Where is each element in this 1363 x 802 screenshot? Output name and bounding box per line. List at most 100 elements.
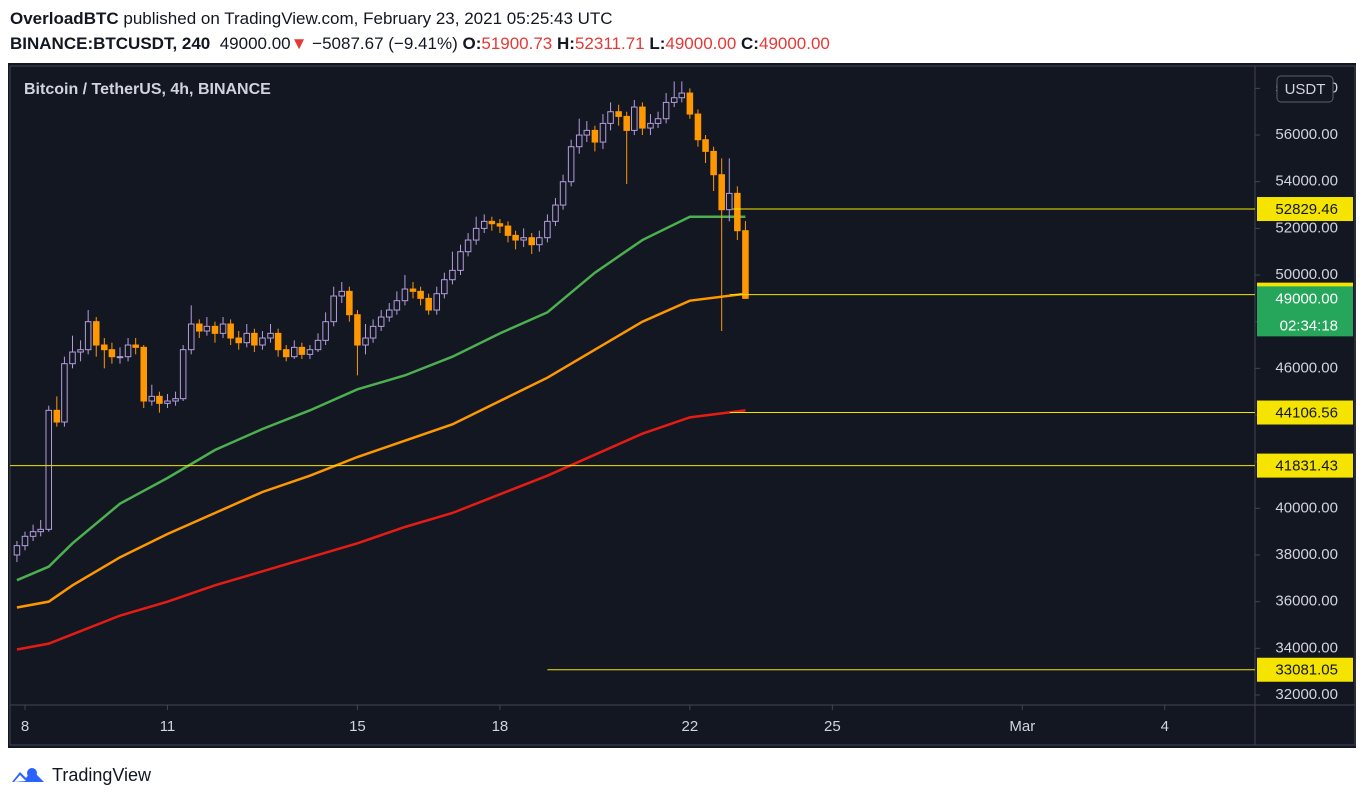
candle-body xyxy=(607,111,614,124)
level-label: 44106.56 xyxy=(1275,404,1338,421)
candle-body xyxy=(441,279,448,295)
candle-body xyxy=(61,363,68,423)
level-label: 33081.05 xyxy=(1275,662,1338,679)
candle-body xyxy=(472,227,480,241)
candle-body xyxy=(354,314,361,346)
candle-body xyxy=(196,323,203,332)
candle-body xyxy=(377,316,385,327)
moving-average xyxy=(16,215,746,582)
header: OverloadBTC published on TradingView.com… xyxy=(10,6,830,56)
candle-body xyxy=(291,346,298,358)
candle-body xyxy=(211,325,219,334)
candle-body xyxy=(734,192,741,232)
candle-body xyxy=(694,113,702,141)
candle-body xyxy=(488,220,496,225)
candle-body xyxy=(536,237,543,246)
candle-body xyxy=(662,101,670,120)
plot xyxy=(10,81,1255,671)
o: 51900.73 xyxy=(481,34,553,53)
x-tick-label: 11 xyxy=(160,718,176,735)
candle-body xyxy=(84,321,92,351)
candle-body xyxy=(108,349,116,358)
chart-title: Bitcoin / TetherUS, 4h, BINANCE xyxy=(24,81,271,98)
candle-body xyxy=(504,225,512,236)
y-tick-label: 46000.00 xyxy=(1275,359,1338,376)
moving-average xyxy=(16,409,746,651)
candle-body xyxy=(132,344,139,348)
publish-line: OverloadBTC published on TradingView.com… xyxy=(10,6,830,31)
candle-body xyxy=(686,92,694,115)
brand: TradingView xyxy=(52,764,152,785)
candle-body xyxy=(480,220,488,229)
candle-body xyxy=(148,395,156,402)
countdown: 02:34:18 xyxy=(1280,317,1338,334)
y-tick-label: 52000.00 xyxy=(1275,219,1338,236)
y-tick-label: 56000.00 xyxy=(1275,126,1338,143)
candle-body xyxy=(69,351,76,365)
change: −5087.67 (−9.41%) xyxy=(312,34,458,53)
candle-body xyxy=(670,97,678,103)
axes: 32000.00 34000.00 36000.00 38000.00 40000.00… xyxy=(21,75,1353,735)
candle-body xyxy=(654,118,662,124)
o-label: O: xyxy=(462,34,482,53)
candle-body xyxy=(259,337,266,346)
moving-average xyxy=(16,292,746,609)
level-label-box xyxy=(1257,657,1353,682)
candle-body xyxy=(544,220,551,239)
candle-body xyxy=(599,122,607,143)
level-label-box xyxy=(1257,400,1353,425)
candle-body xyxy=(425,297,432,311)
candle-body xyxy=(449,269,456,281)
c: 49000.00 xyxy=(758,34,830,53)
logo xyxy=(12,768,44,782)
x-tick-label: 25 xyxy=(824,718,841,735)
candle-body xyxy=(552,204,559,222)
level-label: 52829.46 xyxy=(1275,201,1338,218)
x-tick-label: 4 xyxy=(1161,718,1169,735)
candle-body xyxy=(583,129,591,136)
symbol: BINANCE:BTCUSDT, 240 xyxy=(10,34,211,53)
candle-body xyxy=(164,400,171,404)
candle-body xyxy=(179,349,187,400)
candle-body xyxy=(393,300,401,311)
candle-body xyxy=(433,293,441,311)
candle-body xyxy=(362,337,369,346)
candle-body xyxy=(742,230,749,299)
candle-body xyxy=(575,134,583,148)
y-tick-label: 34000.00 xyxy=(1275,639,1338,656)
candle-body xyxy=(615,111,622,117)
l: 49000.00 xyxy=(665,34,737,53)
y-tick-label: 54000.00 xyxy=(1275,173,1338,190)
candle-body xyxy=(417,290,424,299)
candle-body xyxy=(559,181,567,206)
chart-background xyxy=(8,63,1356,748)
candle-body xyxy=(623,115,630,131)
candle-body xyxy=(298,346,306,355)
y-tick-label: 32000.00 xyxy=(1275,686,1338,703)
candle-body xyxy=(53,409,61,423)
currency-label: USDT xyxy=(1285,81,1326,98)
candle-body xyxy=(77,349,84,353)
candle-body xyxy=(718,174,725,211)
candle-body xyxy=(235,337,242,344)
x-tick-label: 22 xyxy=(682,718,699,735)
candle-body xyxy=(37,528,44,533)
x-tick-label: Mar xyxy=(1009,718,1035,735)
candle-body xyxy=(227,323,234,339)
y-tick-label: 50000.00 xyxy=(1275,266,1338,283)
candle-body xyxy=(330,295,337,323)
candle-body xyxy=(251,332,258,346)
candle-body xyxy=(639,106,646,129)
y-tick-label: 36000.00 xyxy=(1275,593,1338,610)
candle-body xyxy=(116,356,124,359)
level-label: 41831.43 xyxy=(1275,458,1338,475)
candle-body xyxy=(457,251,464,271)
candle-body xyxy=(591,129,599,143)
candle-body xyxy=(187,323,195,351)
candle-body xyxy=(322,321,329,341)
currency-badge xyxy=(1276,75,1334,103)
candle-body xyxy=(710,150,717,176)
candle-body xyxy=(512,234,519,241)
candle-body xyxy=(13,545,21,556)
